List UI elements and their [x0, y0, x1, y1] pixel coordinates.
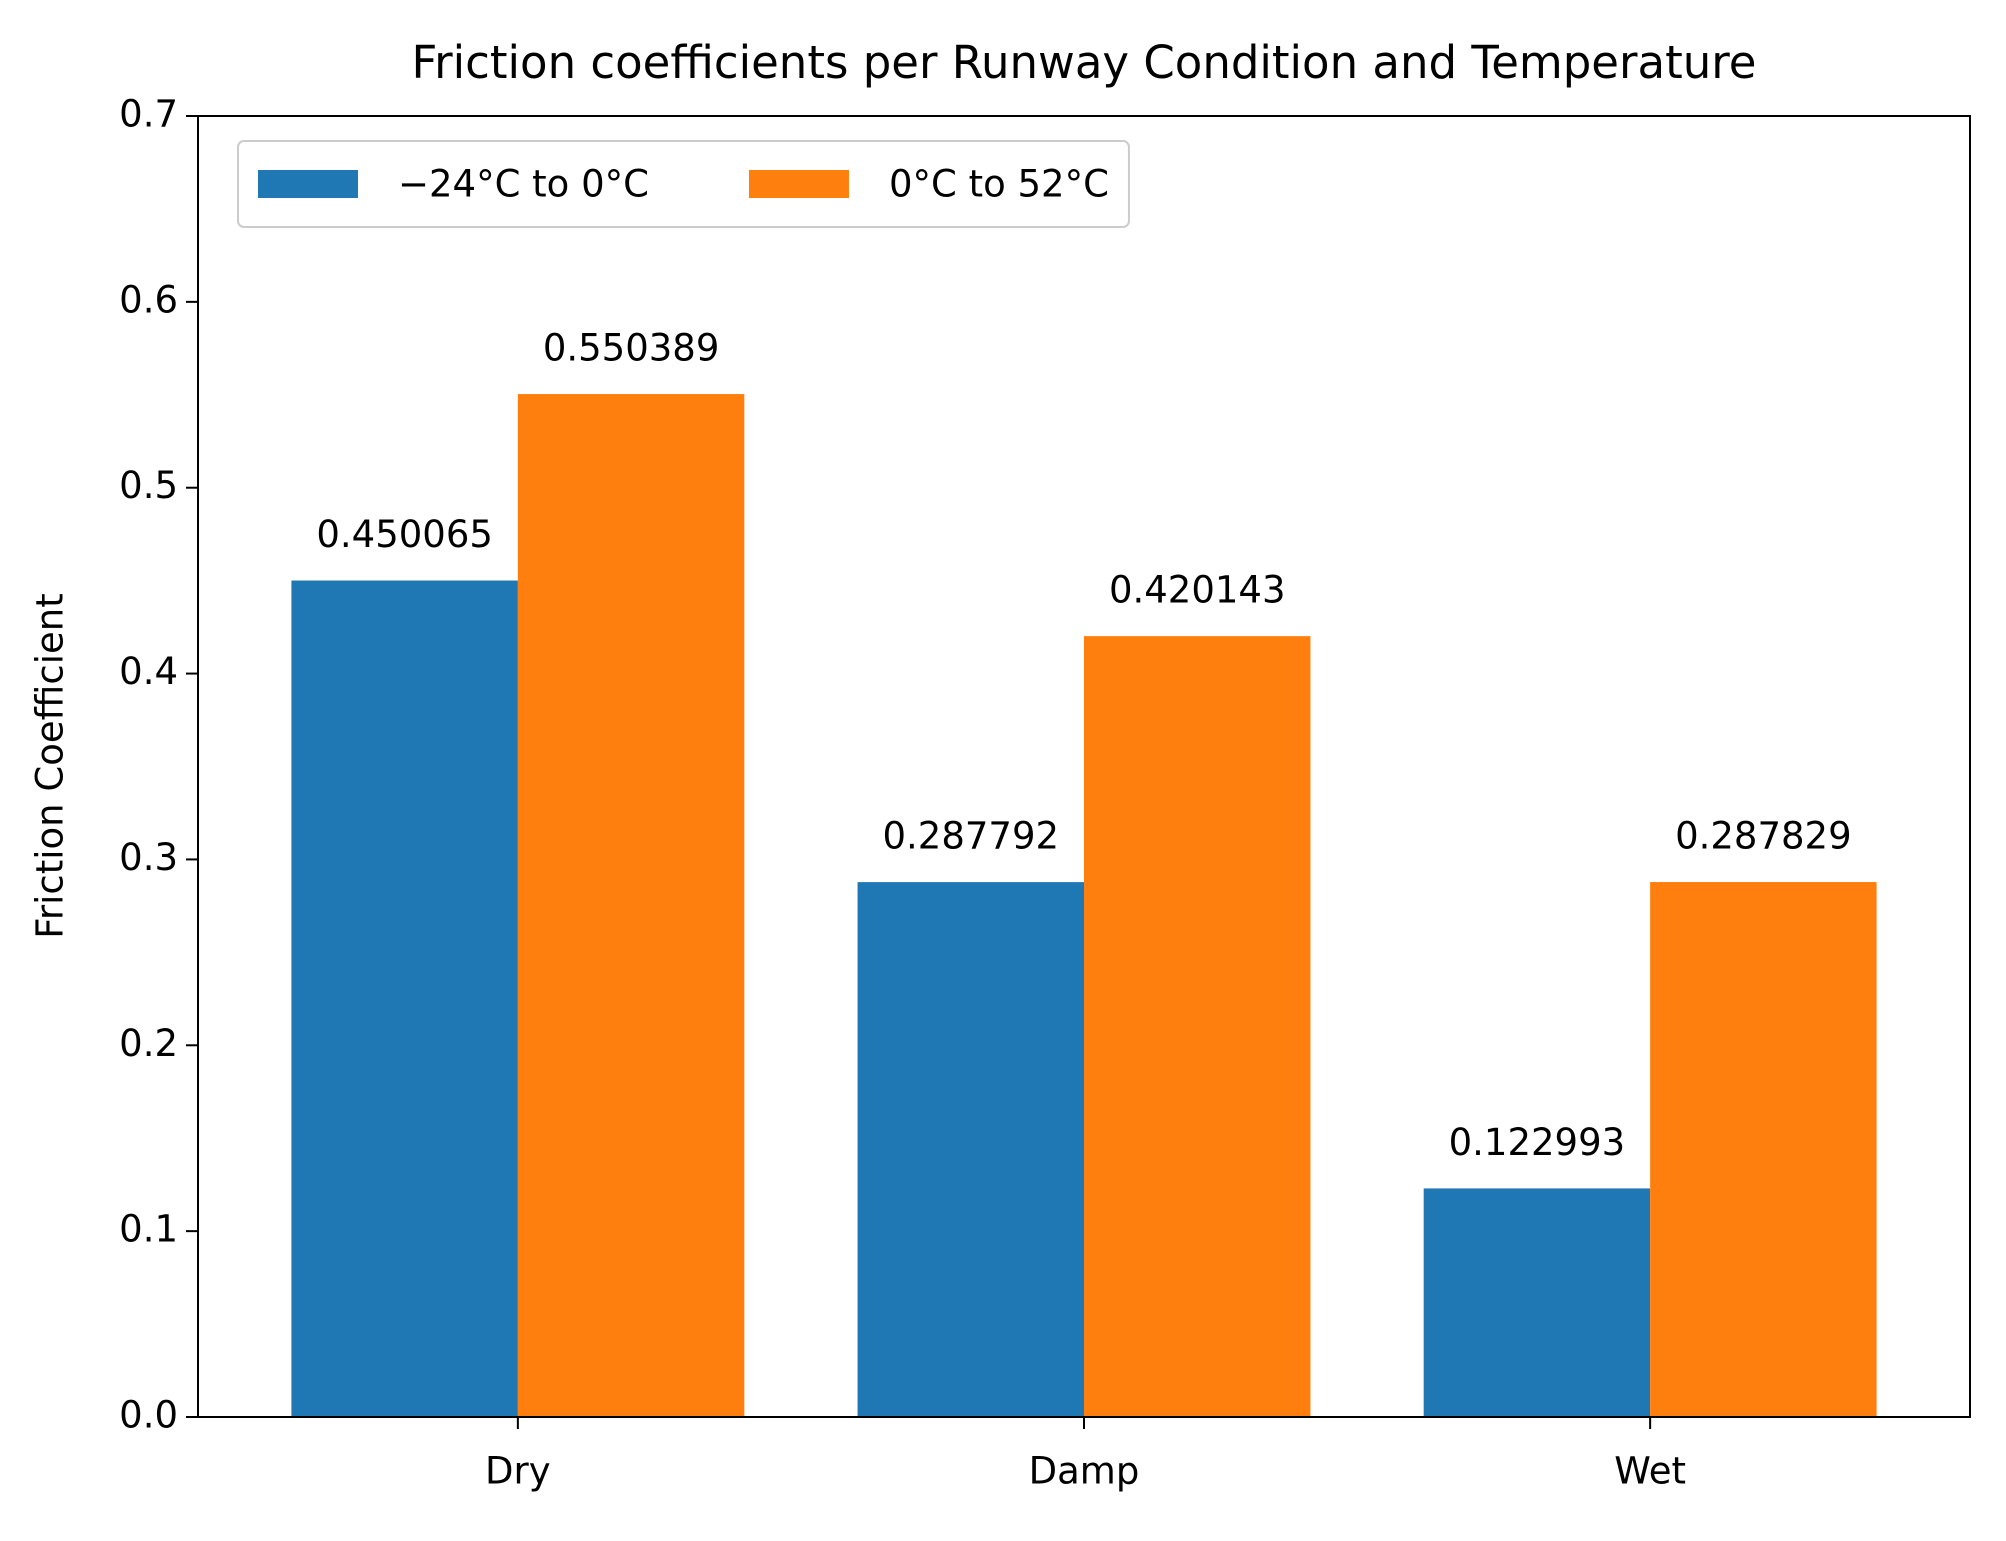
x-tick-label: Damp — [1029, 1450, 1140, 1493]
y-tick-label: 0.1 — [119, 1208, 178, 1251]
x-tick-label: Wet — [1614, 1450, 1686, 1493]
value-label: 0.287829 — [1675, 815, 1852, 858]
chart-title: Friction coefficients per Runway Conditi… — [412, 36, 1757, 89]
y-tick-label: 0.5 — [119, 464, 178, 507]
y-tick-label: 0.3 — [119, 836, 178, 879]
plot-frame — [197, 115, 1971, 1418]
y-tick-label: 0.0 — [119, 1394, 178, 1437]
x-tick-label: Dry — [485, 1450, 551, 1493]
legend-swatch — [748, 170, 849, 198]
legend-swatch — [258, 170, 358, 198]
y-tick-label: 0.4 — [119, 650, 178, 693]
bar — [1084, 636, 1311, 1417]
value-label: 0.122993 — [1449, 1121, 1626, 1164]
bar — [517, 394, 745, 1417]
y-tick-label: 0.6 — [119, 278, 178, 321]
y-tick-label: 0.2 — [119, 1022, 178, 1065]
y-tick-label: 0.7 — [119, 93, 178, 136]
value-label: 0.287792 — [882, 815, 1059, 858]
bar — [291, 580, 518, 1417]
bar — [1423, 1188, 1651, 1417]
bar — [1650, 882, 1877, 1417]
bar — [857, 882, 1084, 1417]
value-label: 0.420143 — [1109, 569, 1286, 612]
legend-label: 0°C to 52°C — [889, 163, 1109, 206]
legend-box — [237, 140, 1130, 228]
value-label: 0.550389 — [543, 327, 720, 370]
legend-label: −24°C to 0°C — [398, 163, 649, 206]
y-axis-label: Friction Coefficient — [29, 593, 72, 938]
value-label: 0.450065 — [316, 513, 493, 556]
